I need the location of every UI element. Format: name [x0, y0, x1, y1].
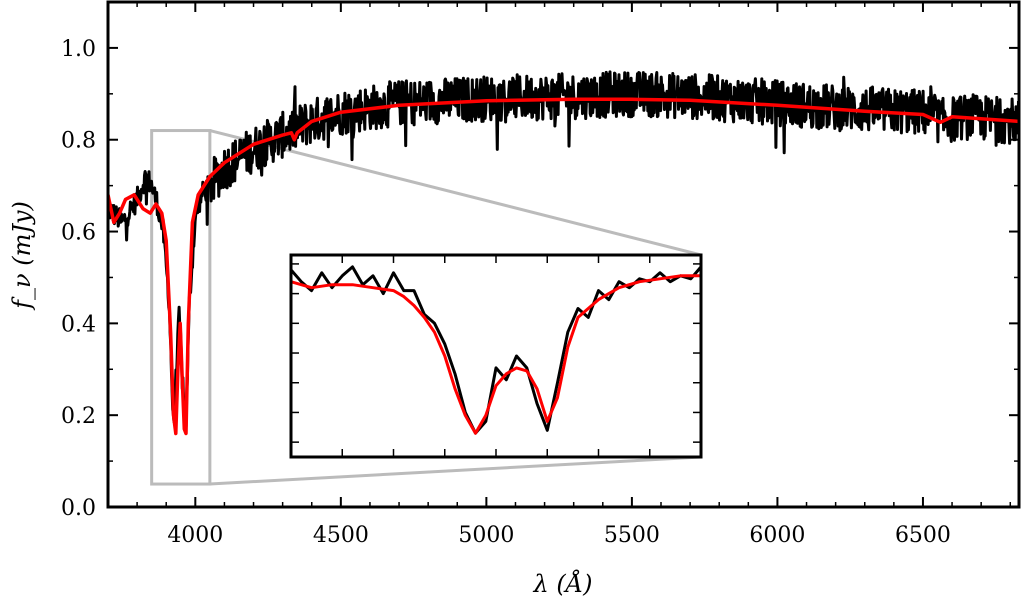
model-fit-line [108, 97, 1019, 436]
inset-series-group [291, 265, 701, 435]
main-series-group [108, 70, 1019, 436]
x-tick-label: 5000 [458, 523, 514, 548]
x-tick-label: 6500 [895, 523, 951, 548]
x-tick-label: 6000 [749, 523, 805, 548]
y-tick-label: 0.8 [61, 129, 96, 154]
x-tick-label: 4500 [313, 523, 369, 548]
zoom-connector-bottom [209, 455, 702, 486]
y-axis-label: f_ν (mJy) [8, 201, 36, 311]
zoom-indicator [150, 129, 702, 486]
y-tick-label: 0.6 [61, 221, 96, 246]
zoom-connector-top [209, 129, 702, 257]
inset-ticks [290, 255, 702, 457]
y-tick-label: 0.0 [61, 496, 96, 521]
observed-spectrum-line [108, 70, 1019, 429]
x-axis-label: λ (Å) [533, 569, 593, 598]
main-ticks: 4000 4500 5000 5500 6000 6500 0.0 0.2 0.4 0.6 0.8 1… [61, 1, 1019, 548]
y-tick-label: 0.4 [61, 312, 96, 337]
x-tick-label: 4000 [167, 523, 223, 548]
x-tick-label: 5500 [604, 523, 660, 548]
inset-background [291, 255, 701, 457]
plot-frame [106, 0, 1021, 509]
y-tick-label: 0.2 [61, 404, 96, 429]
inset-model-line [291, 274, 701, 435]
zoom-box [150, 129, 212, 486]
y-tick-label: 1.0 [61, 37, 96, 62]
